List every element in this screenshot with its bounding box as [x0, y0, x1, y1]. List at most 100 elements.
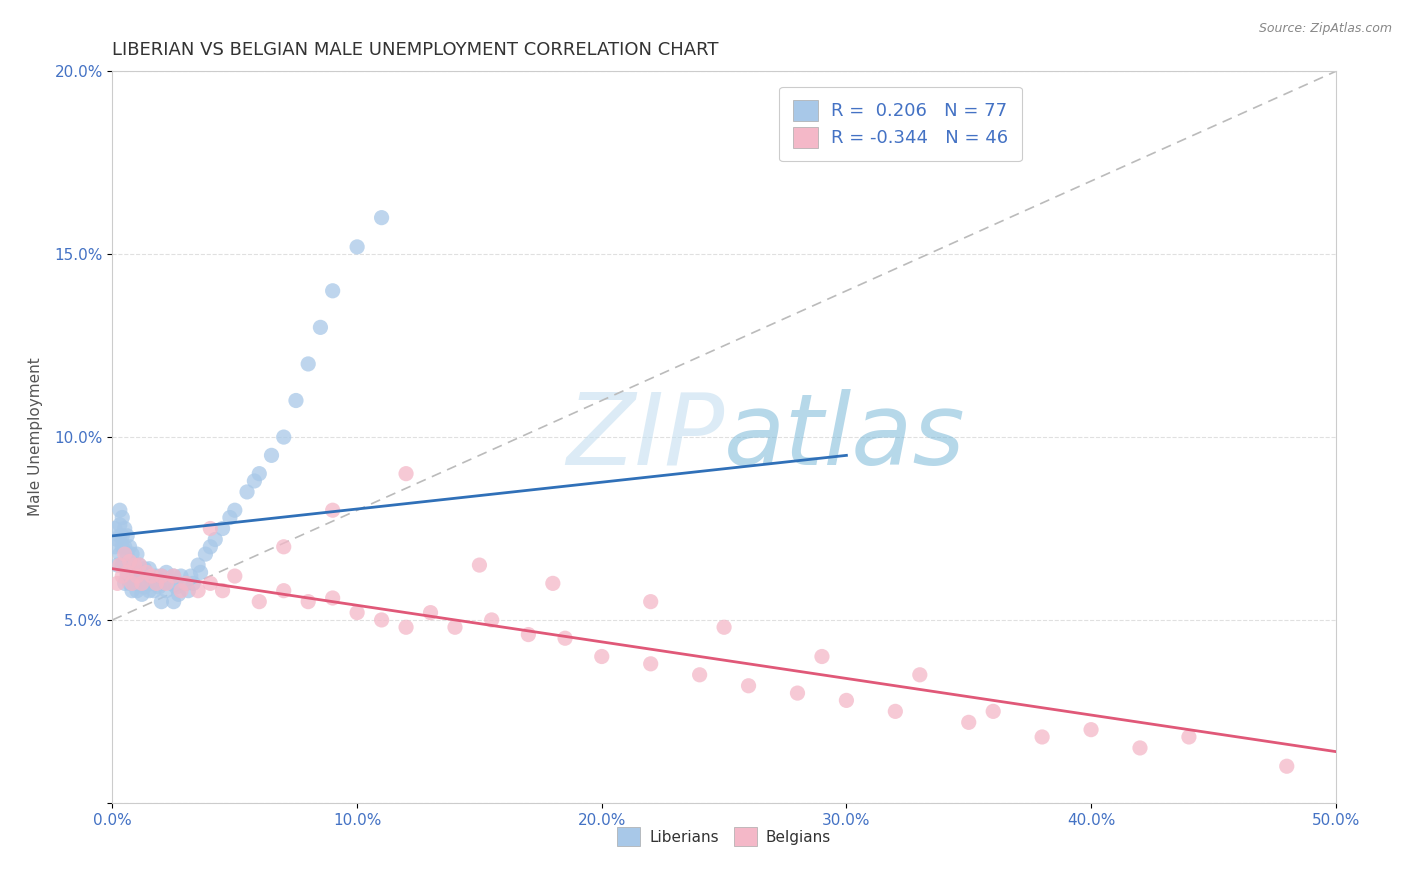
Point: [346, 240, 368, 254]
Point: [170, 583, 193, 598]
Point: [131, 587, 153, 601]
Point: [121, 576, 143, 591]
Point: [1080, 723, 1102, 737]
Point: [247, 467, 270, 481]
Point: [114, 547, 136, 561]
Point: [370, 613, 392, 627]
Point: [141, 576, 163, 591]
Point: [150, 594, 173, 608]
Point: [554, 632, 576, 646]
Point: [689, 667, 711, 681]
Point: [165, 580, 187, 594]
Point: [155, 583, 177, 598]
Point: [322, 591, 344, 605]
Point: [468, 558, 491, 573]
Point: [309, 320, 332, 334]
Point: [108, 503, 131, 517]
Point: [155, 566, 177, 580]
Point: [1178, 730, 1201, 744]
Point: [114, 558, 136, 573]
Point: [128, 558, 150, 573]
Point: [105, 558, 128, 573]
Point: [541, 576, 564, 591]
Point: [138, 583, 160, 598]
Point: [111, 569, 134, 583]
Point: [118, 554, 141, 568]
Point: [114, 540, 136, 554]
Point: [115, 547, 138, 561]
Point: [260, 448, 283, 462]
Point: [322, 284, 344, 298]
Point: [204, 533, 226, 547]
Point: [131, 566, 153, 580]
Point: [957, 715, 980, 730]
Point: [640, 594, 662, 608]
Point: [128, 558, 150, 573]
Point: [104, 540, 127, 554]
Point: [108, 529, 131, 543]
Point: [135, 566, 157, 580]
Point: [105, 576, 128, 591]
Point: [419, 606, 441, 620]
Point: [1129, 740, 1152, 755]
Point: [108, 517, 131, 532]
Point: [395, 467, 418, 481]
Point: [115, 566, 138, 580]
Point: [200, 521, 222, 535]
Point: [395, 620, 418, 634]
Point: [108, 558, 131, 573]
Text: Source: ZipAtlas.com: Source: ZipAtlas.com: [1258, 22, 1392, 36]
Point: [243, 474, 266, 488]
Point: [104, 521, 127, 535]
Point: [124, 558, 146, 573]
Point: [121, 547, 143, 561]
Point: [297, 594, 319, 608]
Point: [115, 529, 138, 543]
Point: [150, 569, 173, 583]
Point: [105, 533, 128, 547]
Point: [167, 587, 190, 601]
Point: [124, 558, 146, 573]
Point: [1275, 759, 1298, 773]
Point: [481, 613, 503, 627]
Point: [145, 576, 167, 591]
Point: [111, 510, 134, 524]
Point: [981, 705, 1004, 719]
Point: [211, 521, 233, 535]
Point: [141, 569, 163, 583]
Point: [236, 485, 259, 500]
Point: [177, 583, 200, 598]
Point: [297, 357, 319, 371]
Point: [835, 693, 858, 707]
Point: [114, 521, 136, 535]
Text: ZIP: ZIP: [565, 389, 724, 485]
Text: LIBERIAN VS BELGIAN MALE UNEMPLOYMENT CORRELATION CHART: LIBERIAN VS BELGIAN MALE UNEMPLOYMENT CO…: [112, 41, 718, 59]
Point: [160, 576, 183, 591]
Point: [111, 540, 134, 554]
Point: [114, 576, 136, 591]
Point: [224, 503, 246, 517]
Point: [640, 657, 662, 671]
Point: [135, 576, 157, 591]
Point: [118, 540, 141, 554]
Point: [143, 583, 166, 598]
Legend: Liberians, Belgians: Liberians, Belgians: [609, 820, 839, 854]
Point: [322, 503, 344, 517]
Point: [121, 583, 143, 598]
Point: [148, 580, 170, 594]
Point: [115, 569, 138, 583]
Point: [811, 649, 834, 664]
Point: [444, 620, 467, 634]
Point: [125, 583, 148, 598]
Point: [190, 566, 212, 580]
Point: [163, 569, 186, 583]
Point: [111, 558, 134, 573]
Point: [200, 576, 222, 591]
Point: [517, 627, 540, 641]
Point: [170, 569, 193, 583]
Point: [181, 576, 204, 591]
Point: [786, 686, 808, 700]
Point: [121, 566, 143, 580]
Point: [180, 569, 202, 583]
Point: [219, 510, 242, 524]
